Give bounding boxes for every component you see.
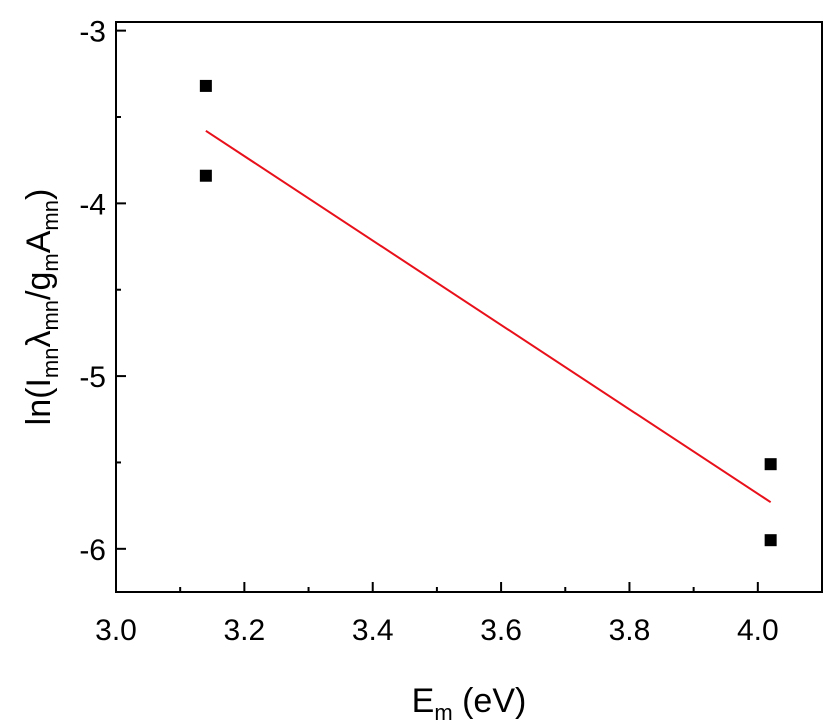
x-tick-label: 3.0 (95, 614, 137, 647)
data-point (764, 534, 777, 547)
fit-line-group (205, 129, 772, 504)
data-points (199, 79, 777, 547)
x-tick-label: 3.8 (609, 614, 651, 647)
data-point (199, 169, 212, 182)
x-tick-label: 3.6 (480, 614, 522, 647)
plot-frame (115, 21, 823, 593)
axis-ticks (115, 29, 759, 592)
y-tick-label: -4 (79, 188, 106, 221)
data-point (764, 458, 777, 471)
y-axis-label: ln(Imnλmn/gmAmn) (20, 189, 63, 426)
data-point (199, 79, 212, 92)
axis-labels: Em (eV) ln(Imnλmn/gmAmn) (20, 189, 526, 724)
fit-line (205, 129, 772, 504)
x-tick-label: 3.4 (352, 614, 394, 647)
y-tick-label: -6 (79, 534, 106, 567)
x-tick-label: 3.2 (224, 614, 266, 647)
tick-labels: 3.0 3.2 3.4 3.6 3.8 4.0 -3 -4 -5 -6 (79, 16, 778, 647)
x-tick-label: 4.0 (737, 614, 779, 647)
y-tick-label: -5 (79, 361, 106, 394)
x-axis-label: Em (eV) (412, 682, 527, 724)
y-tick-label: -3 (79, 16, 106, 49)
